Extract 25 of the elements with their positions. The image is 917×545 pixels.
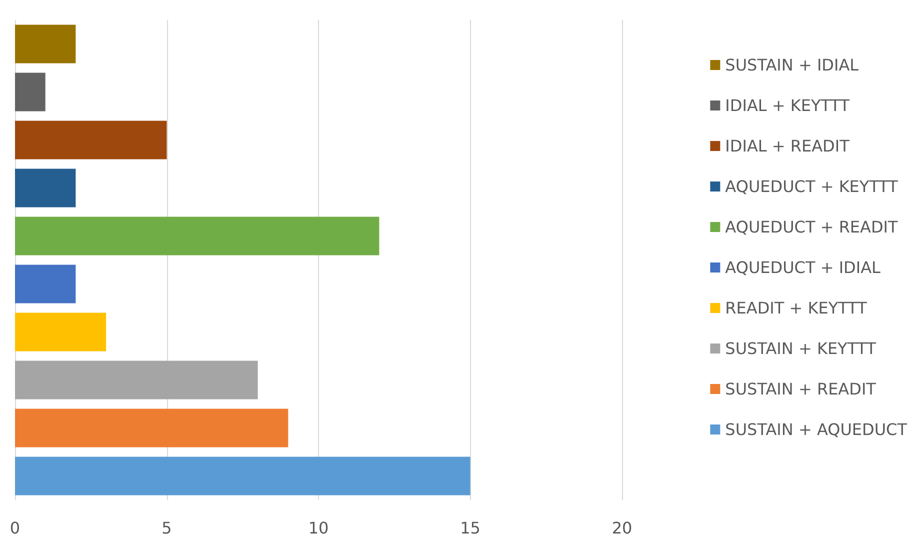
bar: [15, 168, 76, 208]
legend-label: SUSTAIN + KEYTTT: [725, 339, 876, 358]
x-tick-label: 5: [162, 518, 172, 538]
bar: [15, 312, 106, 352]
legend-label: AQUEDUCT + KEYTTT: [725, 177, 898, 196]
bar: [15, 120, 167, 160]
legend-label: SUSTAIN + AQUEDUCT: [725, 420, 908, 439]
legend-label: AQUEDUCT + IDIAL: [725, 258, 881, 277]
bar: [15, 24, 76, 64]
legend-label: IDIAL + KEYTTT: [725, 96, 850, 115]
legend-label: READIT + KEYTTT: [725, 298, 868, 318]
x-tick-label: 15: [460, 518, 480, 538]
bar: [15, 264, 76, 304]
legend-label: SUSTAIN + IDIAL: [725, 56, 859, 74]
bar: [15, 360, 258, 400]
x-tick-label: 0: [10, 518, 20, 538]
x-tick-label: 10: [308, 518, 329, 538]
legend-label: SUSTAIN + READIT: [725, 380, 876, 398]
bar: [15, 456, 470, 496]
bar: [15, 216, 380, 256]
bar: [15, 72, 46, 112]
x-tick-label: 20: [612, 518, 632, 538]
bar: [15, 408, 288, 448]
legend-label: IDIAL + READIT: [725, 136, 850, 156]
legend-label: AQUEDUCT + READIT: [725, 218, 898, 236]
